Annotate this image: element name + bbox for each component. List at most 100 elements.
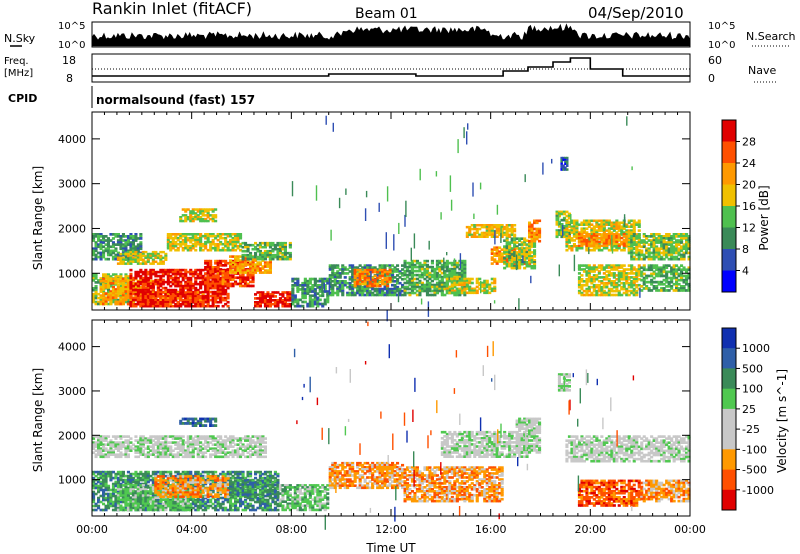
heatmap-cell bbox=[146, 302, 150, 306]
heatmap-cell bbox=[361, 291, 365, 295]
heatmap-cell bbox=[166, 268, 170, 272]
heatmap-cell bbox=[343, 281, 347, 285]
heatmap-cell bbox=[528, 221, 532, 225]
heatmap-cell bbox=[323, 279, 327, 283]
heatmap-cell bbox=[592, 229, 596, 232]
heatmap-cell bbox=[209, 208, 213, 211]
heatmap-cell bbox=[328, 281, 332, 285]
heatmap-cell bbox=[201, 295, 205, 298]
heatmap-cell bbox=[358, 268, 362, 272]
heatmap-cell bbox=[276, 257, 280, 261]
heatmap-cell bbox=[318, 290, 322, 293]
heatmap-cell bbox=[435, 283, 439, 287]
heatmap-cell bbox=[391, 274, 395, 277]
heatmap-cell bbox=[254, 301, 258, 304]
heatmap-cell bbox=[331, 274, 335, 277]
heatmap-cell bbox=[473, 233, 477, 237]
heatmap-cell bbox=[381, 293, 385, 297]
heatmap-cell bbox=[209, 240, 213, 244]
heatmap-cell bbox=[410, 271, 414, 275]
heatmap-cell bbox=[459, 253, 462, 269]
heatmap-cell bbox=[268, 301, 272, 304]
heatmap-cell bbox=[226, 240, 230, 244]
heatmap-cell bbox=[338, 272, 342, 275]
heatmap-cell bbox=[560, 223, 564, 226]
heatmap-cell bbox=[141, 284, 145, 288]
heatmap-cell bbox=[191, 238, 195, 242]
heatmap-cell bbox=[219, 282, 223, 286]
heatmap-cell bbox=[465, 291, 469, 295]
heatmap-cell bbox=[268, 293, 272, 296]
heatmap-cell bbox=[236, 259, 240, 262]
heatmap-cell bbox=[433, 293, 437, 297]
heatmap-cell bbox=[525, 247, 529, 250]
heatmap-cell bbox=[156, 252, 160, 256]
heatmap-cell bbox=[256, 301, 260, 304]
heatmap-cell bbox=[263, 271, 267, 274]
heatmap-cell bbox=[595, 231, 599, 234]
heatmap-cell bbox=[323, 284, 327, 287]
heatmap-cell bbox=[408, 293, 412, 297]
heatmap-cell bbox=[366, 287, 370, 291]
heatmap-cell bbox=[533, 266, 537, 270]
heatmap-cell bbox=[575, 227, 579, 230]
heatmap-cell bbox=[156, 262, 160, 265]
heatmap-cell bbox=[268, 299, 272, 302]
heatmap-cell bbox=[353, 266, 357, 269]
heatmap-cell bbox=[221, 259, 225, 263]
heatmap-cell bbox=[273, 247, 277, 251]
heatmap-cell bbox=[102, 237, 106, 240]
heatmap-cell bbox=[129, 233, 133, 236]
heatmap-cell bbox=[587, 219, 591, 223]
heatmap-cell bbox=[234, 238, 238, 242]
heatmap-cell bbox=[308, 281, 312, 285]
heatmap-cell bbox=[383, 278, 387, 282]
heatmap-cell bbox=[102, 288, 106, 292]
heatmap-cell bbox=[410, 275, 414, 279]
heatmap-cell bbox=[224, 272, 228, 275]
heatmap-cell bbox=[533, 259, 537, 262]
heatmap-cell bbox=[580, 231, 584, 234]
heatmap-cell bbox=[151, 268, 155, 272]
heatmap-cell bbox=[94, 241, 98, 244]
heatmap-cell bbox=[124, 294, 128, 297]
heatmap-cell bbox=[622, 248, 626, 252]
heatmap-cell bbox=[151, 254, 155, 258]
heatmap-cell bbox=[249, 251, 253, 255]
heatmap-cell bbox=[428, 277, 432, 281]
heatmap-cell bbox=[505, 231, 509, 235]
heatmap-cell bbox=[398, 276, 402, 279]
heatmap-cell bbox=[368, 278, 372, 282]
heatmap-cell bbox=[617, 229, 621, 232]
heatmap-cell bbox=[313, 284, 317, 287]
heatmap-cell bbox=[316, 279, 320, 283]
heatmap-cell bbox=[525, 262, 529, 266]
heatmap-cell bbox=[510, 266, 514, 270]
heatmap-cell bbox=[97, 245, 101, 249]
heatmap-cell bbox=[104, 249, 108, 253]
heatmap-cell bbox=[415, 273, 419, 277]
heatmap-cell bbox=[246, 276, 250, 280]
heatmap-cell bbox=[435, 275, 439, 279]
heatmap-cell bbox=[582, 229, 586, 232]
heatmap-cell bbox=[465, 235, 469, 238]
heatmap-cell bbox=[214, 274, 218, 277]
heatmap-cell bbox=[131, 288, 135, 292]
heatmap-cell bbox=[565, 225, 569, 228]
heatmap-cell bbox=[204, 290, 208, 294]
heatmap-cell bbox=[211, 214, 215, 217]
heatmap-cell bbox=[555, 220, 559, 224]
heatmap-cell bbox=[184, 286, 188, 290]
heatmap-cell bbox=[186, 216, 190, 219]
cpid-label: CPID bbox=[8, 92, 37, 105]
heatmap-cell bbox=[131, 276, 135, 280]
heatmap-cell bbox=[161, 262, 165, 265]
heatmap-cell bbox=[368, 268, 372, 272]
heatmap-cell bbox=[99, 241, 103, 244]
heatmap-cell bbox=[263, 301, 267, 304]
heatmap-cell bbox=[463, 283, 467, 287]
heatmap-cell bbox=[236, 240, 240, 244]
heatmap-cell bbox=[179, 288, 183, 292]
heatmap-cell bbox=[129, 268, 133, 272]
heatmap-cell bbox=[565, 241, 569, 244]
